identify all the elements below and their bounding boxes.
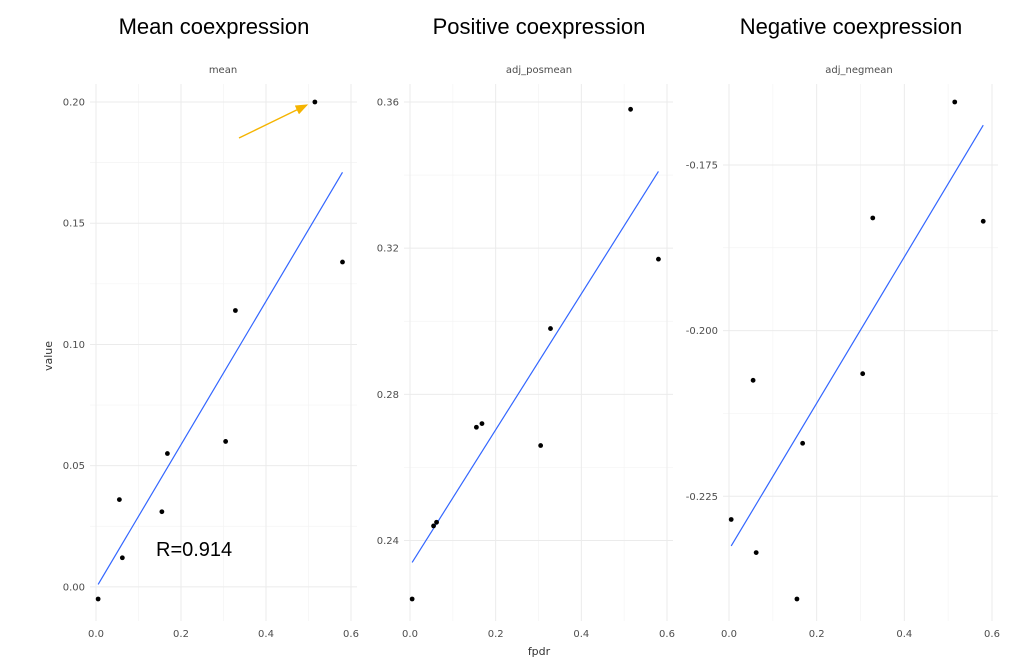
- data-point: [340, 259, 345, 265]
- y-tick-label: 0.05: [63, 461, 85, 472]
- panel-mean: 0.0 0.2 0.4 0.6 0.00 0.05 0.10 0.15 0.20: [63, 84, 359, 640]
- facet-title-adj-negmean: adj_negmean: [825, 65, 892, 76]
- x-tick-label: 0.2: [809, 629, 825, 640]
- x-tick-label: 0.2: [488, 629, 504, 640]
- heading-positive-coexpression: Positive coexpression: [432, 14, 646, 39]
- x-tick-label: 0.4: [896, 629, 912, 640]
- data-point: [431, 523, 436, 529]
- heading-negative-coexpression: Negative coexpression: [739, 14, 963, 39]
- highlight-arrow: [238, 104, 309, 139]
- data-point: [753, 550, 759, 556]
- data-point: [656, 256, 661, 262]
- data-point: [95, 596, 101, 602]
- data-point: [860, 371, 866, 377]
- data-point: [165, 451, 170, 456]
- x-axis-label: fpdr: [528, 645, 551, 658]
- data-point: [116, 497, 122, 502]
- data-point: [409, 596, 415, 602]
- data-point: [119, 555, 125, 561]
- data-point: [952, 99, 958, 105]
- data-point: [628, 106, 633, 112]
- heading-mean-coexpression: Mean coexpression: [118, 14, 310, 39]
- data-point: [223, 439, 229, 444]
- y-tick-label: 0.10: [63, 340, 85, 351]
- regression-line: [730, 124, 984, 547]
- x-tick-label: 0.6: [659, 629, 675, 640]
- data-point: [159, 509, 165, 515]
- y-tick-label: 0.32: [377, 244, 399, 255]
- y-tick-label: -0.200: [686, 326, 718, 337]
- data-point: [980, 218, 986, 224]
- data-point: [800, 440, 806, 446]
- x-tick-label: 0.0: [721, 629, 737, 640]
- data-point: [728, 517, 734, 522]
- y-tick-label: 0.15: [63, 219, 85, 230]
- correlation-annotation: R=0.914: [156, 539, 232, 561]
- data-point: [473, 424, 479, 430]
- x-tick-label: 0.6: [984, 629, 1000, 640]
- data-point: [870, 215, 876, 221]
- y-tick-label: 0.00: [63, 582, 85, 593]
- x-tick-label: 0.2: [173, 629, 189, 640]
- regression-line: [411, 171, 659, 563]
- panel-adj_posmean: 0.0 0.2 0.4 0.6 0.24 0.28 0.32 0.36: [377, 84, 675, 640]
- data-point: [750, 377, 756, 383]
- data-point: [548, 326, 553, 331]
- data-point: [538, 443, 544, 448]
- facet-title-mean: mean: [209, 65, 237, 76]
- data-point: [233, 308, 238, 313]
- data-point: [794, 596, 800, 602]
- data-point: [312, 99, 318, 105]
- y-tick-label: 0.20: [63, 98, 85, 109]
- x-tick-label: 0.4: [258, 629, 274, 640]
- panel-adj_negmean: 0.0 0.2 0.4 0.6 -0.175 -0.200 -0.225: [686, 84, 1000, 640]
- x-tick-label: 0.0: [402, 629, 418, 640]
- data-point: [434, 519, 439, 525]
- y-tick-label: -0.225: [686, 492, 718, 503]
- y-tick-label: 0.24: [377, 536, 399, 547]
- regression-line: [97, 172, 344, 585]
- x-tick-label: 0.4: [573, 629, 589, 640]
- y-tick-label: 0.28: [377, 390, 399, 401]
- x-tick-label: 0.0: [88, 629, 104, 640]
- y-axis-label: value: [42, 341, 55, 371]
- y-tick-label: -0.175: [686, 160, 718, 171]
- data-point: [479, 421, 485, 426]
- facet-title-adj-posmean: adj_posmean: [506, 65, 572, 76]
- y-tick-label: 0.36: [377, 98, 399, 109]
- x-tick-label: 0.6: [343, 629, 359, 640]
